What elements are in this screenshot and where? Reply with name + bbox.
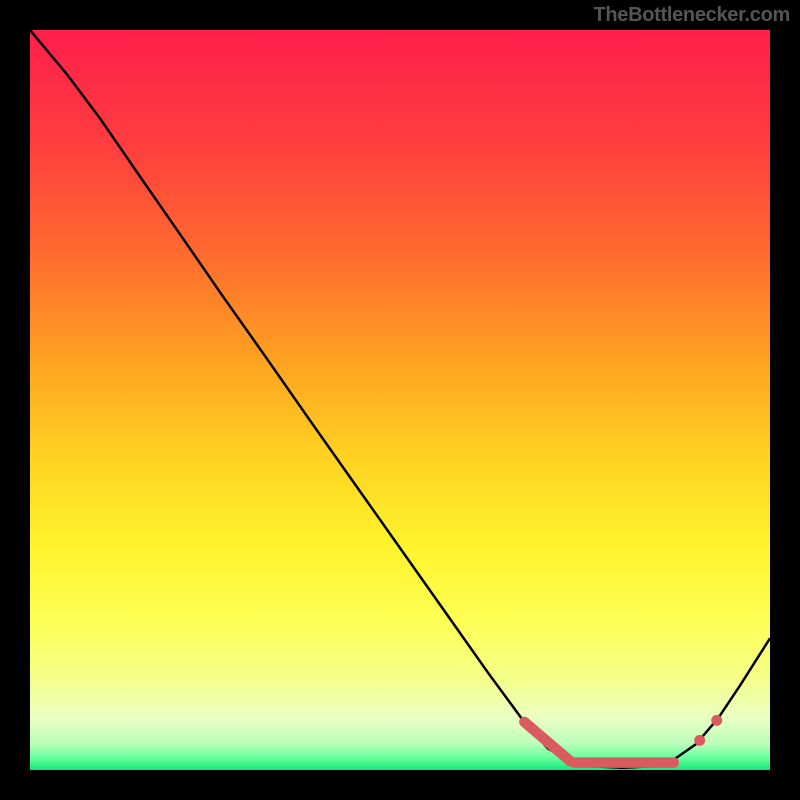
attribution-text: TheBottlenecker.com <box>593 4 790 27</box>
chart-svg <box>30 30 770 770</box>
marker-point-0 <box>694 735 705 746</box>
plot-area <box>30 30 770 770</box>
plot-background <box>30 30 770 770</box>
chart-container: TheBottlenecker.com <box>0 0 800 800</box>
marker-point-1 <box>711 715 722 726</box>
